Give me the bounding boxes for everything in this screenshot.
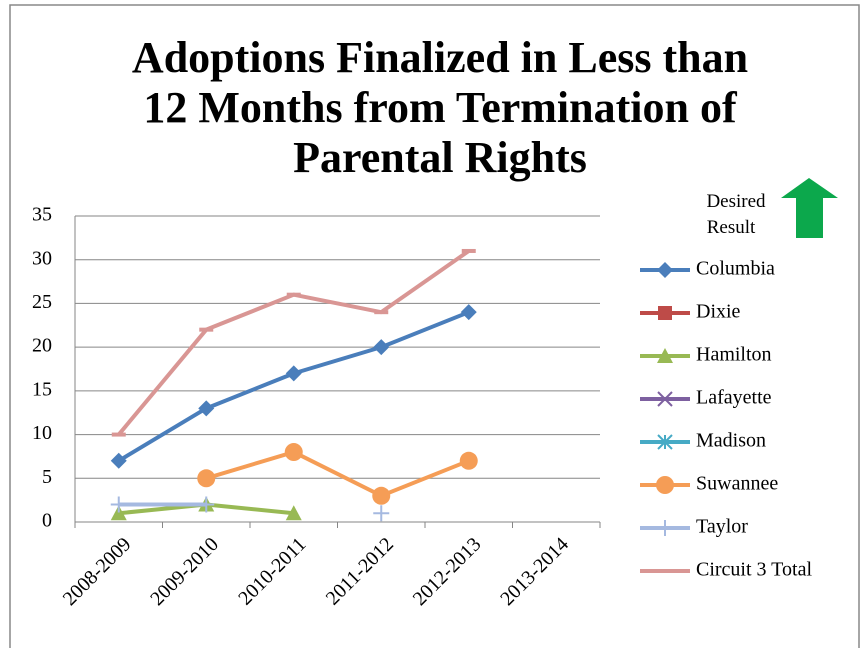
marker	[460, 304, 477, 321]
series-line	[205, 450, 470, 498]
x-tick-label: 2012-2013	[409, 533, 486, 610]
legend-marker	[656, 476, 674, 494]
marker	[110, 505, 127, 521]
x-tick-label: 2009-2010	[146, 533, 223, 610]
marker	[198, 400, 215, 417]
legend-label: Columbia	[696, 258, 775, 280]
y-tick-label: 30	[32, 247, 52, 269]
marker	[197, 469, 216, 488]
y-tick-label: 25	[32, 291, 52, 313]
y-tick-label: 5	[42, 466, 52, 488]
x-tick-label: 2011-2012	[322, 533, 398, 609]
marker	[459, 451, 478, 470]
legend-label: Circuit 3 Total	[696, 559, 812, 581]
desired-arrow	[781, 178, 838, 238]
legend-marker	[657, 348, 673, 363]
legend-marker	[657, 520, 673, 536]
annotation: Desired	[706, 191, 766, 212]
marker	[110, 496, 127, 513]
x-tick-label: 2008-2009	[59, 533, 136, 610]
chart-title: Parental Rights	[293, 133, 587, 182]
chart-title: Adoptions Finalized in Less than	[132, 33, 748, 82]
y-tick-label: 15	[32, 378, 52, 400]
legend-marker	[657, 391, 673, 407]
chart-title: 12 Months from Termination of	[143, 83, 738, 132]
y-tick-label: 10	[32, 422, 52, 444]
x-tick-label: 2013-2014	[496, 533, 573, 610]
marker	[285, 505, 302, 521]
marker	[284, 443, 303, 462]
y-tick-label: 20	[32, 335, 52, 357]
legend-label: Lafayette	[696, 387, 772, 409]
marker	[285, 365, 302, 382]
marker	[372, 486, 391, 505]
legend-label: Hamilton	[696, 344, 772, 366]
y-tick-label: 0	[42, 510, 52, 532]
x-tick-label: 2010-2011	[234, 533, 310, 609]
legend-label: Dixie	[696, 301, 741, 323]
marker	[373, 339, 390, 356]
y-tick-label: 35	[32, 204, 52, 226]
chart-border	[9, 4, 860, 648]
legend-label: Taylor	[696, 516, 748, 538]
legend-label: Madison	[696, 430, 766, 452]
series-line	[117, 310, 470, 463]
legend-marker	[658, 306, 672, 320]
legend-marker	[657, 434, 673, 450]
legend-label: Suwannee	[696, 473, 778, 495]
marker	[198, 496, 215, 513]
annotation: Result	[707, 217, 756, 238]
series-line	[117, 249, 470, 436]
marker	[373, 505, 390, 522]
marker	[110, 452, 127, 469]
legend-marker	[657, 262, 673, 278]
